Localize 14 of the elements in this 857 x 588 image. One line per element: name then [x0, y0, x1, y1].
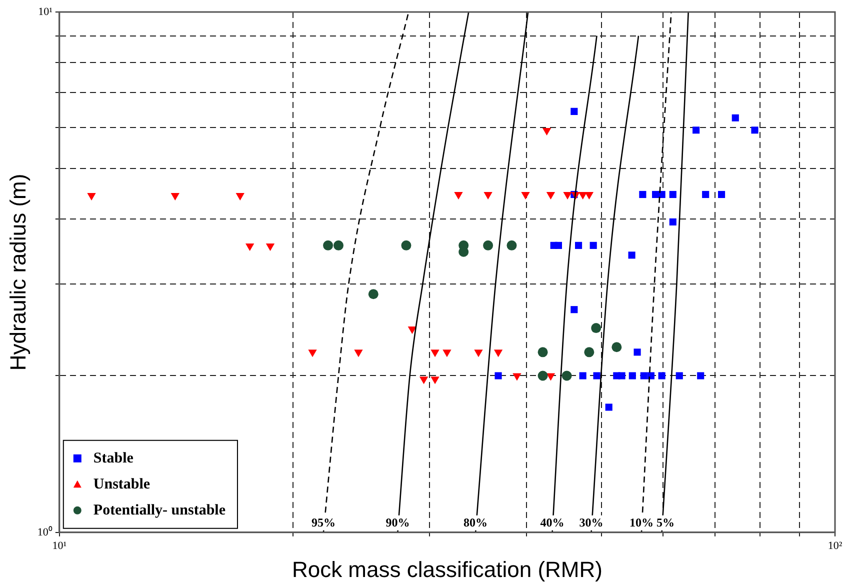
legend-label: Unstable: [93, 476, 150, 492]
series-label: 95%: [311, 515, 336, 530]
series-label: 5%: [656, 515, 674, 530]
series-label: 90%: [386, 515, 410, 530]
series-label: 40%: [540, 515, 564, 530]
series-label: 10%: [629, 515, 654, 530]
x-axis-title: Rock mass classification (RMR): [292, 556, 602, 582]
series-label: 80%: [464, 515, 488, 530]
legend-label: Potentially- unstable: [93, 502, 226, 518]
y-axis-title: Hydraulic radius (m): [5, 174, 30, 371]
series-label: 30%: [579, 515, 604, 530]
y-tick-label: 10⁰: [37, 525, 52, 538]
x-tick-label: 10²: [828, 540, 843, 552]
legend-label: Stable: [93, 450, 134, 466]
